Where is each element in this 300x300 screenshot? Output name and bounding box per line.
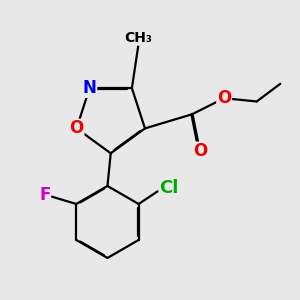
Text: CH₃: CH₃ bbox=[124, 31, 152, 45]
Text: O: O bbox=[193, 142, 207, 160]
Text: F: F bbox=[39, 186, 50, 204]
Text: Cl: Cl bbox=[160, 179, 179, 197]
Text: O: O bbox=[69, 119, 84, 137]
Text: N: N bbox=[83, 79, 97, 97]
Text: O: O bbox=[217, 89, 231, 107]
